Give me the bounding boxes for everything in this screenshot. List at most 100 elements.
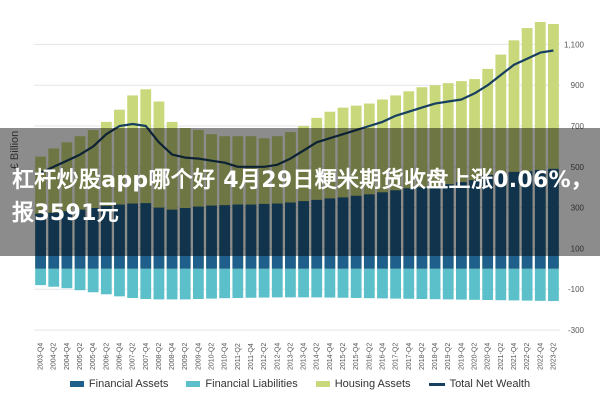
bar-financial-assets bbox=[337, 197, 349, 269]
x-tick-label: 2016-Q2 bbox=[366, 343, 373, 370]
bar-financial-liabilities bbox=[429, 268, 441, 300]
bar-housing-assets bbox=[206, 134, 217, 269]
legend-item-financial-liabilities: Financial Liabilities bbox=[186, 378, 298, 390]
bar-financial-liabilities bbox=[416, 268, 428, 299]
bar-financial-liabilities bbox=[87, 268, 99, 293]
bar-financial-liabilities bbox=[324, 268, 336, 298]
bar-housing-assets bbox=[140, 89, 152, 269]
x-tick-label: 2017-Q2 bbox=[393, 343, 400, 370]
bar-financial-liabilities bbox=[482, 268, 494, 301]
bar-financial-liabilities bbox=[403, 268, 415, 299]
bar-financial-liabilities bbox=[61, 268, 73, 289]
bar-financial-assets bbox=[495, 172, 507, 269]
x-tick-label: 2006-Q4 bbox=[116, 343, 123, 370]
line-layer bbox=[40, 49, 554, 174]
x-tick-label: 2019-Q4 bbox=[458, 343, 465, 370]
bar-housing-assets bbox=[508, 40, 520, 269]
bar-financial-liabilities bbox=[127, 268, 139, 298]
bar-financial-assets bbox=[285, 202, 296, 269]
bar-financial-assets bbox=[311, 199, 323, 269]
bar-financial-liabilities bbox=[140, 268, 152, 299]
bar-housing-assets bbox=[390, 95, 402, 269]
bar-housing-assets bbox=[271, 136, 283, 269]
x-tick-label: 2007-Q2 bbox=[130, 343, 137, 370]
bar-financial-liabilities bbox=[179, 268, 191, 300]
x-tick-label: 2010-Q4 bbox=[222, 343, 229, 370]
bar-housing-assets bbox=[416, 87, 428, 269]
bar-housing-assets bbox=[298, 126, 309, 269]
legend-label: Financial Assets bbox=[88, 378, 169, 390]
bar-financial-assets bbox=[469, 180, 480, 269]
x-tick-label: 2003-Q4 bbox=[38, 343, 45, 370]
legend-item-financial-assets: Financial Assets bbox=[69, 378, 169, 390]
x-tick-label: 2008-Q2 bbox=[156, 343, 163, 370]
bar-financial-liabilities bbox=[166, 268, 178, 300]
bar-financial-liabilities bbox=[363, 268, 375, 299]
y-tick-label: 500 bbox=[571, 163, 585, 172]
bar-financial-liabilities bbox=[534, 268, 546, 301]
bar-financial-assets bbox=[324, 198, 336, 269]
bar-financial-assets bbox=[363, 194, 375, 269]
bar-financial-assets bbox=[377, 192, 388, 269]
bar-housing-assets bbox=[548, 24, 559, 269]
bar-financial-liabilities bbox=[495, 268, 507, 301]
x-tick-label: 2019-Q2 bbox=[445, 343, 452, 370]
x-tick-label: 2005-Q4 bbox=[90, 343, 97, 370]
bar-financial-liabilities bbox=[521, 268, 533, 301]
bar-financial-liabilities bbox=[192, 268, 204, 299]
x-tick-label: 2004-Q2 bbox=[51, 343, 58, 370]
bar-financial-liabilities bbox=[74, 268, 86, 291]
bar-housing-assets bbox=[521, 28, 533, 269]
bar-financial-assets bbox=[127, 203, 139, 269]
bar-financial-assets bbox=[35, 213, 46, 269]
axis-layer: -300 -100 100 300 500 700 900 1,100 2003-Q4 2004-… bbox=[38, 40, 585, 370]
bar-housing-assets bbox=[324, 111, 336, 269]
bar-financial-liabilities bbox=[311, 268, 323, 298]
bar-financial-liabilities bbox=[114, 268, 125, 297]
legend-label: Housing Assets bbox=[334, 378, 411, 390]
x-tick-label: 2005-Q2 bbox=[77, 343, 84, 370]
bar-financial-assets bbox=[219, 205, 231, 269]
line-total-net-wealth bbox=[40, 49, 554, 174]
y-tick-label: 1,100 bbox=[564, 40, 585, 49]
bar-housing-assets bbox=[127, 95, 139, 269]
bar-housing-assets bbox=[363, 103, 375, 269]
bar-financial-liabilities bbox=[548, 268, 559, 302]
title-overlay: 杠杆炒股app哪个好 4月29日粳米期货收盘上涨0.06%，报3591元 bbox=[0, 128, 600, 256]
bar-housing-assets bbox=[258, 138, 270, 269]
x-tick-label: 2011-Q2 bbox=[235, 343, 242, 370]
y-tick-label: 300 bbox=[571, 204, 585, 213]
x-tick-label: 2004-Q4 bbox=[64, 343, 71, 370]
bar-housing-assets bbox=[442, 83, 454, 269]
x-tick-label: 2015-Q4 bbox=[353, 343, 360, 370]
x-tick-label: 2021-Q4 bbox=[511, 343, 518, 370]
bar-financial-liabilities bbox=[48, 268, 60, 287]
bar-financial-assets bbox=[442, 184, 454, 269]
bar-financial-liabilities bbox=[35, 268, 46, 286]
x-tick-label: 2018-Q4 bbox=[432, 343, 439, 370]
bar-financial-liabilities bbox=[390, 268, 402, 299]
bar-housing-assets bbox=[61, 142, 73, 269]
bar-housing-assets bbox=[245, 136, 257, 269]
legend-swatch bbox=[315, 381, 330, 387]
bar-housing-assets bbox=[35, 156, 46, 269]
x-tick-label: 2022-Q2 bbox=[524, 343, 531, 370]
x-tick-label: 2007-Q4 bbox=[143, 343, 150, 370]
x-tick-label: 2009-Q2 bbox=[182, 343, 189, 370]
legend-item-housing-assets: Housing Assets bbox=[315, 378, 411, 390]
x-tick-label: 2021-Q2 bbox=[498, 343, 505, 370]
bar-financial-assets bbox=[61, 211, 73, 269]
bar-housing-assets bbox=[114, 109, 125, 269]
bar-financial-assets bbox=[48, 212, 60, 269]
bar-housing-assets bbox=[350, 105, 362, 269]
bar-financial-liabilities bbox=[455, 268, 467, 300]
bar-financial-assets bbox=[416, 187, 428, 269]
x-tick-label: 2006-Q2 bbox=[103, 343, 110, 370]
x-tick-label: 2012-Q2 bbox=[261, 343, 268, 370]
x-tick-label: 2014-Q4 bbox=[327, 343, 334, 370]
bar-financial-liabilities bbox=[508, 268, 520, 301]
legend-swatch bbox=[186, 381, 201, 387]
bar-housing-assets bbox=[219, 136, 231, 269]
